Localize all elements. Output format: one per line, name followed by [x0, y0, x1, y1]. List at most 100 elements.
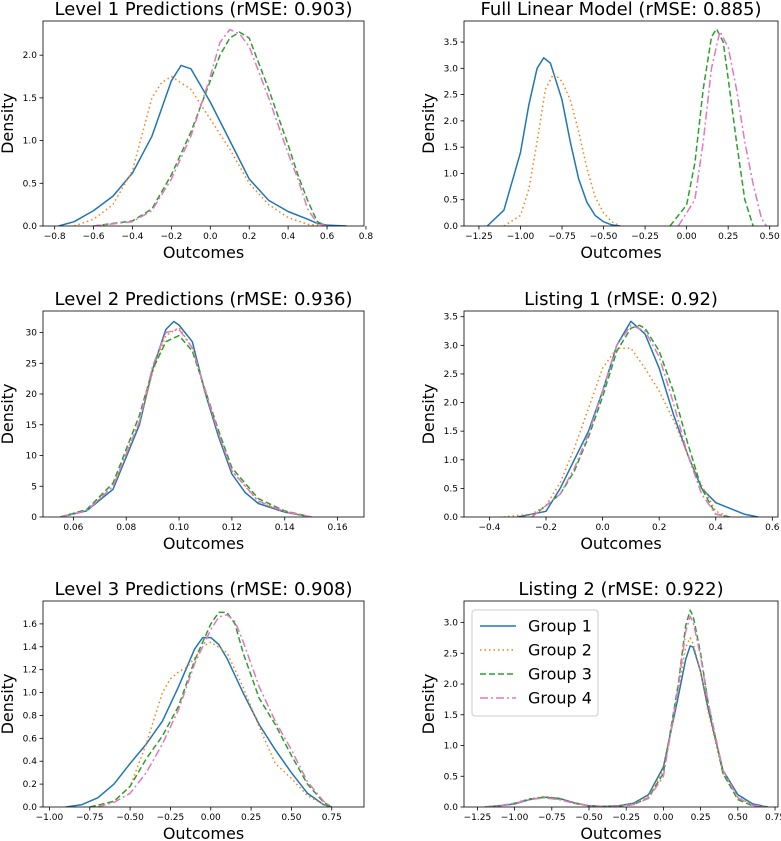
- y-tick-label: 0.4: [23, 757, 38, 767]
- series-line-group-3: [669, 28, 754, 226]
- y-tick-label: 1.2: [23, 666, 37, 676]
- subplot-title: Listing 1 (rMSE: 0.92): [524, 289, 718, 310]
- x-tick-label: −1.25: [465, 232, 493, 242]
- y-tick-label: 2.0: [23, 51, 38, 61]
- x-axis-label: Outcomes: [580, 243, 661, 262]
- y-tick-label: 2.5: [444, 370, 458, 380]
- x-tick-label: 0.6: [320, 232, 335, 242]
- x-axis-label: Outcomes: [580, 824, 661, 841]
- x-tick-label: 0.8: [359, 232, 374, 242]
- y-tick-label: 0.0: [23, 222, 38, 232]
- x-tick-label: −0.25: [612, 813, 640, 823]
- y-axis-label: Density: [419, 93, 438, 154]
- y-tick-label: 3.0: [444, 619, 459, 629]
- y-tick-label: 25: [26, 359, 37, 369]
- axes-frame: [463, 600, 779, 808]
- x-tick-label: 0.12: [222, 523, 242, 533]
- legend-box: [471, 609, 599, 717]
- x-tick-label: 0.2: [652, 523, 666, 533]
- x-tick-label: 0.75: [322, 813, 342, 823]
- series-line-group-1: [60, 320, 312, 517]
- series-line-group-2: [73, 75, 328, 226]
- y-tick-label: 2.5: [444, 91, 458, 101]
- y-tick-label: 3.0: [444, 64, 459, 74]
- x-tick-label: 0.10: [169, 523, 189, 533]
- series-line-group-4: [677, 30, 768, 226]
- subplot-title: Level 2 Predictions (rMSE: 0.936): [54, 289, 352, 310]
- x-tick-label: −0.50: [575, 813, 603, 823]
- y-tick-label: 1.5: [444, 427, 458, 437]
- x-tick-label: −0.75: [76, 813, 104, 823]
- x-tick-label: 0.00: [677, 232, 697, 242]
- y-tick-label: 0.0: [444, 513, 459, 523]
- legend: Group 1 Group 2 Group 3 Group 4: [471, 609, 599, 717]
- y-tick-label: 0: [31, 513, 37, 523]
- y-tick-label: 1.5: [23, 94, 37, 104]
- x-tick-label: −0.50: [116, 813, 144, 823]
- series-line-group-4: [93, 28, 328, 226]
- x-tick-label: 0.50: [281, 813, 301, 823]
- x-tick-label: 0.00: [653, 813, 673, 823]
- x-tick-label: 0.50: [728, 813, 748, 823]
- x-tick-label: −0.75: [538, 813, 566, 823]
- x-axis-label: Outcomes: [163, 534, 244, 553]
- series-line-group-1: [517, 320, 759, 517]
- x-tick-label: −0.6: [83, 232, 105, 242]
- axes-frame: [42, 310, 365, 518]
- x-tick-label: −0.25: [631, 232, 659, 242]
- y-axis-label: Density: [0, 674, 17, 735]
- x-tick-label: 0.6: [765, 523, 780, 533]
- y-axis-label: Density: [0, 93, 17, 154]
- x-tick-label: 0.75: [765, 813, 781, 823]
- y-tick-label: 2.0: [444, 117, 459, 127]
- x-tick-label: 0.25: [241, 813, 261, 823]
- series-line-group-3: [89, 611, 333, 807]
- series-line-group-1: [486, 57, 621, 226]
- y-tick-label: 3.5: [444, 313, 458, 323]
- axes-frame: [463, 20, 779, 227]
- legend-label: Group 2: [528, 641, 592, 660]
- y-tick-label: 1.0: [444, 456, 459, 466]
- series-line-group-2: [59, 326, 312, 517]
- series-line-group-4: [60, 328, 312, 517]
- series-line-group-2: [503, 72, 621, 226]
- y-tick-label: 0.8: [23, 711, 38, 721]
- x-tick-label: −1.25: [464, 813, 492, 823]
- y-tick-label: 3.5: [444, 38, 458, 48]
- y-tick-label: 2.0: [444, 680, 459, 690]
- y-tick-label: 0.0: [444, 803, 459, 813]
- y-tick-label: 3.0: [444, 341, 459, 351]
- x-tick-label: −0.50: [590, 232, 618, 242]
- x-tick-label: −1.00: [501, 813, 529, 823]
- y-tick-label: 0.2: [23, 780, 37, 790]
- subplot-title: Level 1 Predictions (rMSE: 0.903): [54, 0, 352, 20]
- subplot-6: Listing 2 (rMSE: 0.922) −1.25 −1.00 −0.75 −0…: [419, 579, 781, 841]
- x-tick-label: −0.2: [160, 232, 182, 242]
- x-tick-label: −0.75: [548, 232, 576, 242]
- series-line-group-3: [93, 31, 328, 226]
- legend-label: Group 1: [528, 617, 592, 636]
- subplot-2: Full Linear Model (rMSE: 0.885) −1.25 −1.0…: [419, 0, 780, 262]
- x-tick-label: 0.0: [595, 523, 610, 533]
- x-tick-label: 0.4: [281, 232, 296, 242]
- x-tick-label: −1.00: [507, 232, 535, 242]
- y-tick-label: 15: [26, 421, 37, 431]
- y-tick-label: 0.5: [444, 772, 458, 782]
- x-tick-label: −0.8: [44, 232, 66, 242]
- y-tick-label: 5: [31, 482, 37, 492]
- y-tick-label: 0.5: [444, 484, 458, 494]
- x-tick-label: 0.50: [760, 232, 780, 242]
- legend-label: Group 3: [528, 665, 592, 684]
- x-tick-label: −1.00: [36, 813, 64, 823]
- y-tick-label: 0.6: [23, 734, 38, 744]
- y-axis-label: Density: [419, 384, 438, 445]
- y-tick-label: 0.0: [444, 222, 459, 232]
- x-tick-label: −0.4: [122, 232, 144, 242]
- x-axis-label: Outcomes: [163, 243, 244, 262]
- x-tick-label: 0.2: [242, 232, 256, 242]
- y-tick-label: 1.0: [23, 689, 38, 699]
- x-tick-label: 0.25: [718, 232, 738, 242]
- y-tick-label: 20: [26, 390, 38, 400]
- y-tick-label: 30: [26, 329, 38, 339]
